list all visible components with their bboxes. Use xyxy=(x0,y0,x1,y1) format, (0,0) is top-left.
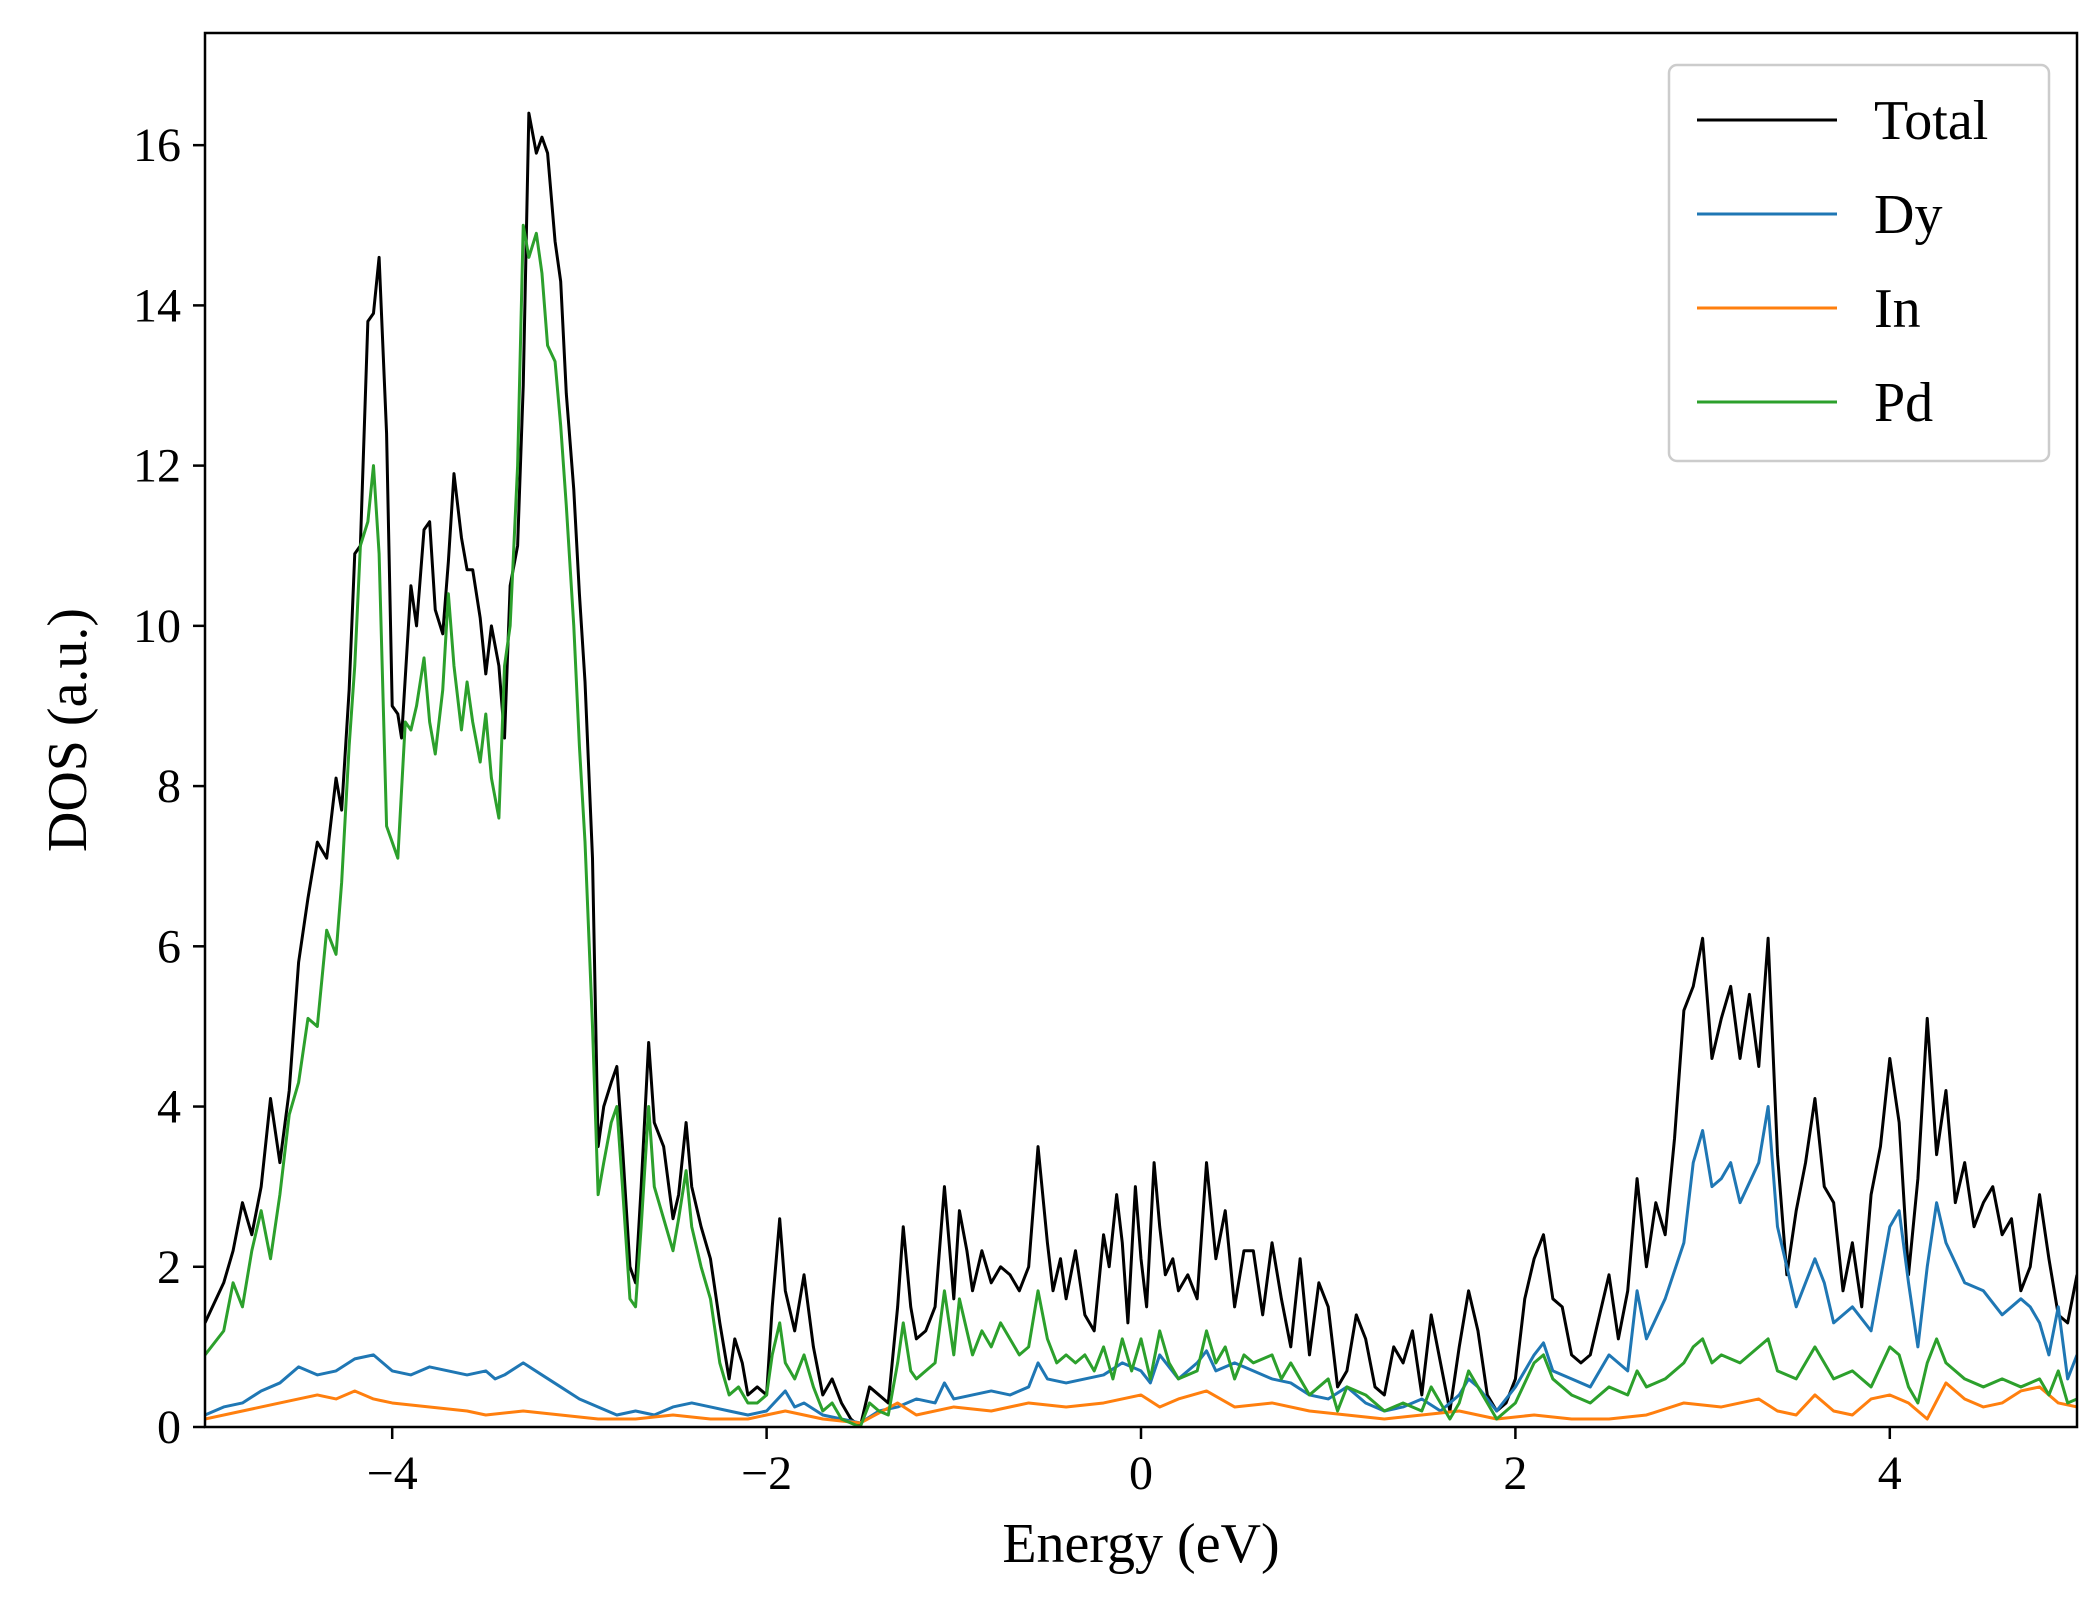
y-tick-label: 2 xyxy=(157,1241,181,1294)
legend-label-in: In xyxy=(1874,278,1921,340)
x-tick-label: −4 xyxy=(367,1447,418,1500)
legend-label-total: Total xyxy=(1874,90,1988,152)
ticks-layer: −4 −2 0 2 4 0 2 4 6 8 10 12 14 16 xyxy=(133,119,1902,1500)
y-tick-label: 6 xyxy=(157,920,181,973)
y-tick-label: 14 xyxy=(133,279,181,332)
y-tick-label: 8 xyxy=(157,760,181,813)
y-tick-label: 16 xyxy=(133,119,181,172)
series-line-total xyxy=(205,111,2077,1427)
legend-label-dy: Dy xyxy=(1874,184,1942,246)
y-tick-label: 12 xyxy=(133,440,181,493)
y-axis-title: DOS (a.u.) xyxy=(37,608,99,852)
x-tick-label: −2 xyxy=(741,1447,792,1500)
y-tick-label: 0 xyxy=(157,1401,181,1454)
legend-box xyxy=(1667,63,2051,463)
x-axis-title: Energy (eV) xyxy=(1002,1513,1279,1575)
legend: Total Dy In Pd xyxy=(1667,63,2051,463)
y-tick-label: 4 xyxy=(157,1081,181,1134)
series-line-pd xyxy=(205,223,2077,1427)
series-layer xyxy=(205,111,2077,1427)
plot-area-frame xyxy=(203,31,2079,1429)
x-tick-label: 0 xyxy=(1129,1447,1153,1500)
legend-label-pd: Pd xyxy=(1874,372,1933,434)
y-tick-label: 10 xyxy=(133,600,181,653)
series-line-dy xyxy=(205,1105,2077,1425)
x-tick-label: 2 xyxy=(1503,1447,1527,1500)
series-line-in xyxy=(205,1381,2077,1425)
x-tick-label: 4 xyxy=(1878,1447,1902,1500)
